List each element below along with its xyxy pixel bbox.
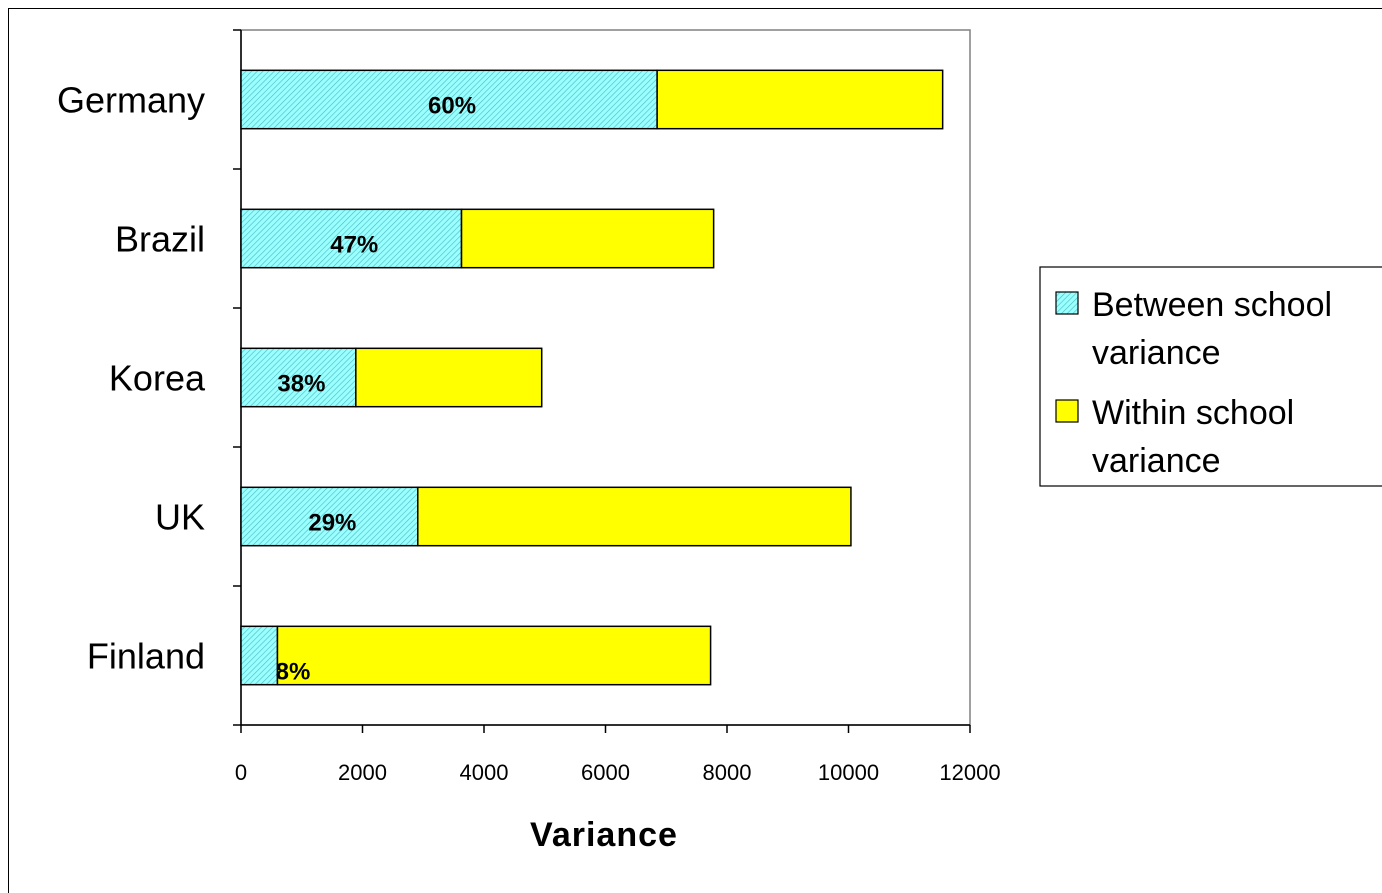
bar-brazil-within-school [460, 208, 715, 269]
legend-label-between-line1: Between school [1092, 286, 1332, 324]
x-tick-label: 4000 [460, 760, 509, 785]
legend-swatch-within-school [1055, 399, 1079, 423]
x-tick-label: 10000 [818, 760, 879, 785]
category-label-brazil: Brazil [115, 219, 205, 260]
x-tick-label: 12000 [939, 760, 1000, 785]
bar-finland-within-school [276, 625, 712, 686]
data-labels: 60% 47% 38% 29% 8% [276, 93, 476, 686]
legend-swatch-between-school [1055, 291, 1079, 315]
x-axis-title: Variance [530, 816, 678, 854]
category-label-uk: UK [155, 497, 205, 538]
bar-uk-within-school [417, 486, 852, 547]
legend: Between school variance Within school va… [1039, 266, 1382, 487]
legend-box [1039, 266, 1382, 487]
x-tick-labels: 0 2000 4000 6000 8000 10000 12000 [235, 760, 1001, 785]
chart-frame [8, 8, 1382, 893]
legend-label-within-line1: Within school [1092, 394, 1294, 432]
bar-germany-between-school [240, 69, 658, 130]
bar-finland-between-school [240, 625, 279, 686]
data-label-germany: 60% [428, 93, 476, 120]
x-tick-label: 8000 [703, 760, 752, 785]
category-label-finland: Finland [87, 636, 205, 677]
x-tick-label: 0 [235, 760, 247, 785]
data-label-korea: 38% [277, 371, 325, 398]
x-tick-label: 6000 [581, 760, 630, 785]
data-label-brazil: 47% [330, 232, 378, 259]
data-label-uk: 29% [308, 510, 356, 537]
category-label-germany: Germany [57, 80, 205, 121]
bars-group [240, 69, 944, 686]
data-label-finland: 8% [276, 659, 311, 686]
category-label-korea: Korea [109, 358, 206, 399]
bar-brazil-between-school [240, 208, 463, 269]
y-axis-ticks [233, 29, 241, 726]
category-labels: Germany Brazil Korea UK Finland [57, 80, 206, 677]
x-axis-ticks [240, 725, 971, 733]
bar-korea-within-school [355, 347, 543, 408]
x-tick-label: 2000 [338, 760, 387, 785]
legend-label-within-line2: variance [1092, 442, 1221, 480]
bar-germany-within-school [656, 69, 944, 130]
legend-label-between-line2: variance [1092, 334, 1221, 372]
